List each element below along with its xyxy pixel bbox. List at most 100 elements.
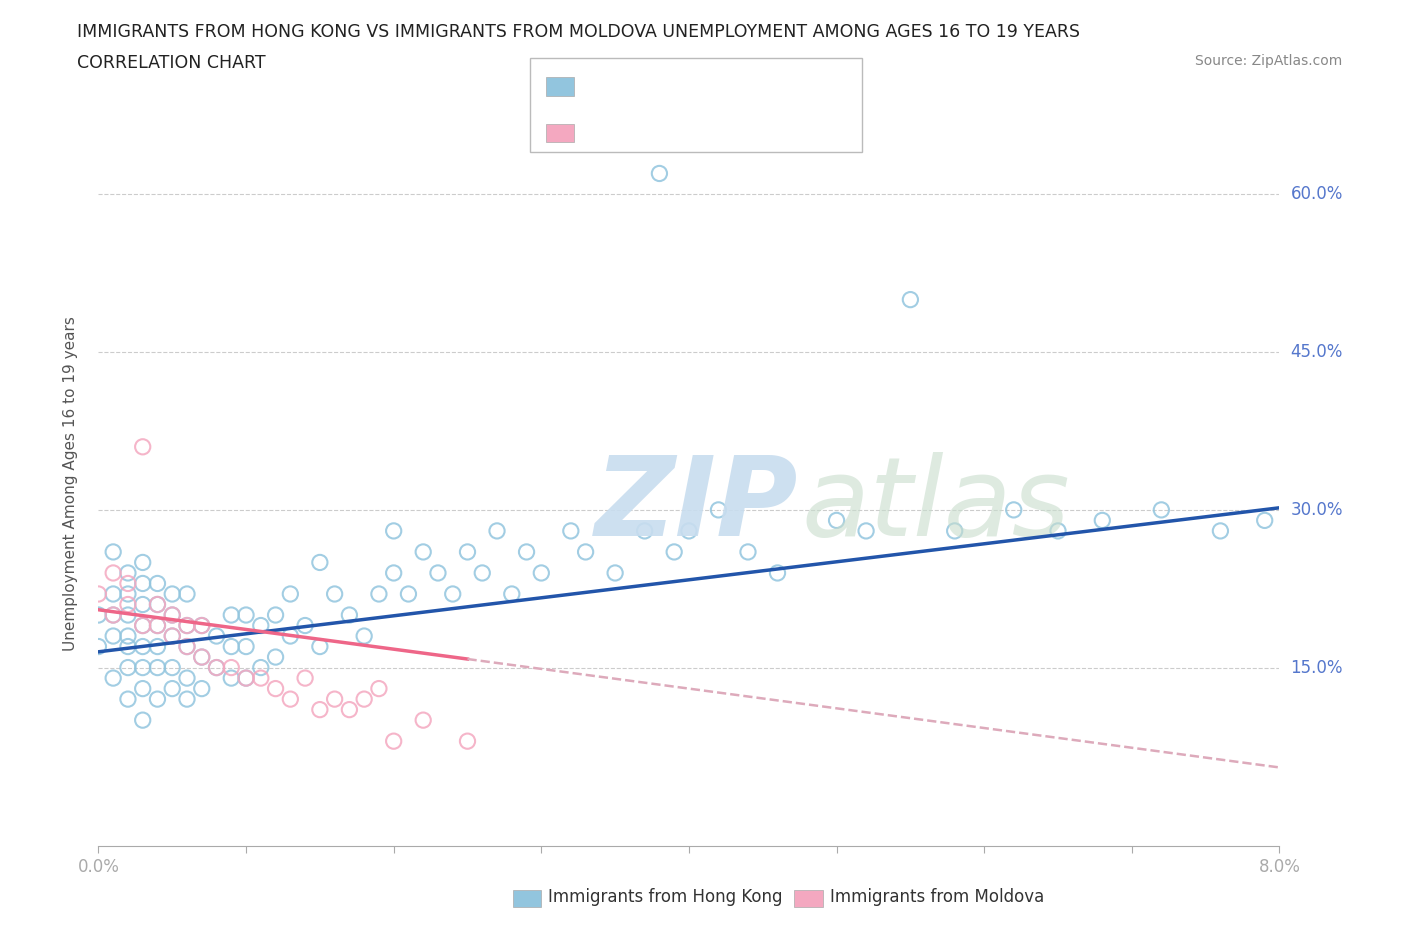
- Point: [117, 565, 139, 580]
- Text: Source: ZipAtlas.com: Source: ZipAtlas.com: [1195, 54, 1343, 68]
- Text: 60.0%: 60.0%: [1291, 185, 1343, 204]
- Point: [176, 692, 198, 707]
- Point: [176, 618, 198, 633]
- Point: [87, 639, 110, 654]
- Point: [412, 544, 434, 559]
- Point: [353, 629, 375, 644]
- Point: [250, 660, 273, 675]
- Point: [146, 576, 169, 591]
- Point: [205, 660, 228, 675]
- Point: [132, 618, 155, 633]
- Point: [664, 544, 686, 559]
- Point: [737, 544, 759, 559]
- Point: [707, 502, 730, 517]
- Text: 0.282: 0.282: [621, 77, 679, 95]
- Point: [855, 524, 877, 538]
- Point: [176, 587, 198, 602]
- Text: CORRELATION CHART: CORRELATION CHART: [77, 54, 266, 72]
- Point: [250, 671, 273, 685]
- Point: [235, 639, 257, 654]
- Point: [264, 607, 287, 622]
- Point: [103, 587, 125, 602]
- Point: [250, 618, 273, 633]
- Point: [132, 712, 155, 727]
- Point: [146, 660, 169, 675]
- Point: [294, 671, 316, 685]
- Y-axis label: Unemployment Among Ages 16 to 19 years: Unemployment Among Ages 16 to 19 years: [63, 316, 77, 651]
- Point: [162, 629, 183, 644]
- Point: [87, 587, 110, 602]
- Text: N =: N =: [681, 128, 727, 146]
- Point: [235, 671, 257, 685]
- Point: [264, 681, 287, 696]
- Point: [146, 597, 169, 612]
- Point: [103, 607, 125, 622]
- Point: [162, 660, 183, 675]
- Text: IMMIGRANTS FROM HONG KONG VS IMMIGRANTS FROM MOLDOVA UNEMPLOYMENT AMONG AGES 16 : IMMIGRANTS FROM HONG KONG VS IMMIGRANTS …: [77, 23, 1080, 41]
- Point: [605, 565, 627, 580]
- Point: [221, 671, 243, 685]
- Point: [323, 587, 346, 602]
- Point: [678, 524, 700, 538]
- Point: [323, 692, 346, 707]
- Point: [368, 587, 391, 602]
- Text: N =: N =: [672, 77, 718, 95]
- Point: [117, 576, 139, 591]
- Point: [176, 639, 198, 654]
- Point: [235, 607, 257, 622]
- Point: [471, 565, 494, 580]
- Point: [560, 524, 582, 538]
- Text: ZIP: ZIP: [595, 452, 799, 559]
- Text: Immigrants from Moldova: Immigrants from Moldova: [830, 888, 1043, 907]
- Text: R =: R =: [579, 77, 619, 95]
- Point: [103, 671, 125, 685]
- Point: [117, 607, 139, 622]
- Point: [309, 555, 332, 570]
- Point: [191, 681, 214, 696]
- Point: [117, 597, 139, 612]
- Point: [280, 587, 302, 602]
- Point: [191, 618, 214, 633]
- Point: [221, 660, 243, 675]
- Point: [191, 650, 214, 665]
- Point: [634, 524, 657, 538]
- Point: [132, 681, 155, 696]
- Point: [221, 607, 243, 622]
- Point: [501, 587, 523, 602]
- Point: [117, 639, 139, 654]
- Text: R =: R =: [579, 128, 619, 146]
- Point: [382, 565, 405, 580]
- Point: [943, 524, 966, 538]
- Point: [221, 639, 243, 654]
- Point: [368, 681, 391, 696]
- Point: [117, 660, 139, 675]
- Point: [1091, 513, 1114, 528]
- Point: [146, 618, 169, 633]
- Point: [398, 587, 420, 602]
- Point: [146, 692, 169, 707]
- Point: [1254, 513, 1277, 528]
- Point: [87, 607, 110, 622]
- Point: [457, 544, 479, 559]
- Point: [648, 166, 671, 181]
- Point: [162, 681, 183, 696]
- Point: [103, 607, 125, 622]
- Point: [1046, 524, 1070, 538]
- Point: [900, 292, 922, 307]
- Point: [264, 650, 287, 665]
- Point: [132, 639, 155, 654]
- Point: [117, 692, 139, 707]
- Point: [339, 702, 361, 717]
- Point: [382, 734, 405, 749]
- Text: 15.0%: 15.0%: [1291, 658, 1343, 677]
- Point: [117, 629, 139, 644]
- Point: [132, 660, 155, 675]
- Point: [103, 565, 125, 580]
- Point: [1209, 524, 1232, 538]
- Point: [575, 544, 598, 559]
- Point: [205, 660, 228, 675]
- Point: [176, 618, 198, 633]
- Text: atlas: atlas: [801, 452, 1070, 559]
- Point: [280, 692, 302, 707]
- Point: [530, 565, 553, 580]
